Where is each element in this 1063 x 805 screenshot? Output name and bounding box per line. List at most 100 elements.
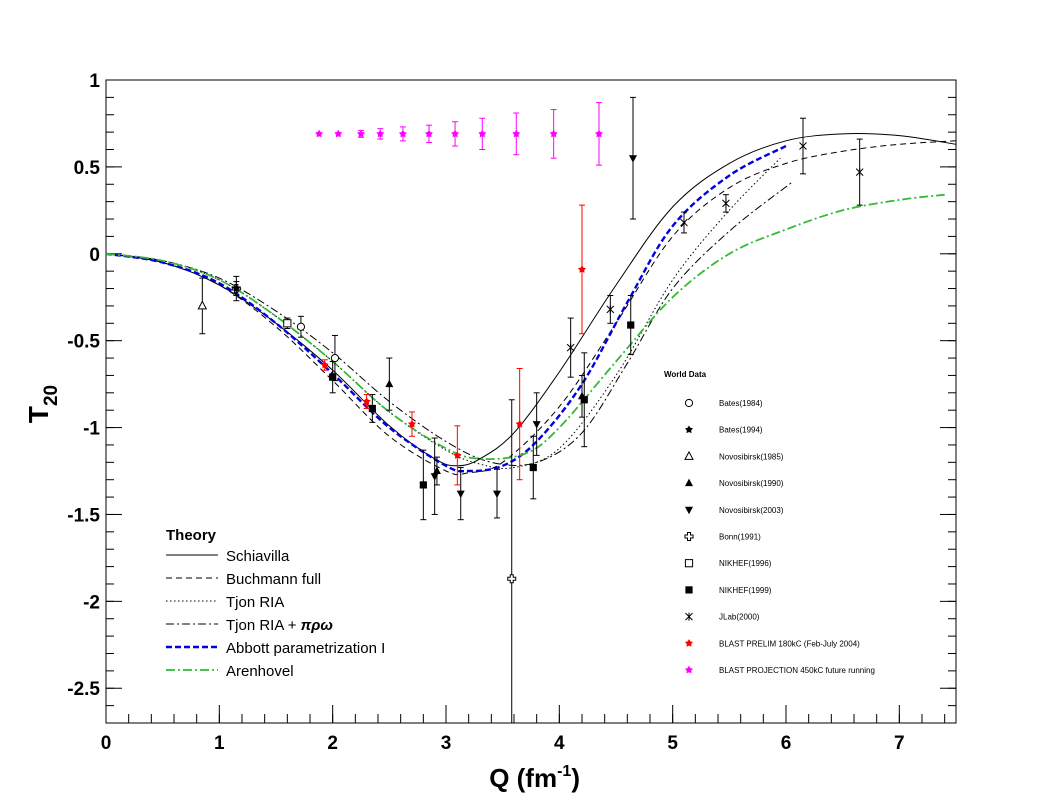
legend-label-arenhovel: Arenhovel — [226, 663, 294, 680]
data-point — [507, 399, 517, 723]
data-point — [512, 112, 521, 156]
world-legend-label: Novosibirsk(1990) — [719, 479, 784, 488]
marker-shape — [685, 612, 693, 621]
data-point-marker — [515, 419, 524, 428]
world-legend-marker — [685, 506, 693, 515]
data-point — [419, 449, 427, 521]
data-point-marker — [722, 199, 730, 208]
data-point-marker — [855, 168, 864, 177]
marker-shape — [432, 466, 441, 475]
marker-shape — [408, 419, 416, 428]
data-point-marker — [507, 574, 517, 584]
data-point — [566, 317, 575, 378]
world-legend-entry: Novosibirsk(2003) — [685, 506, 784, 515]
legend-label-schiavilla: Schiavilla — [226, 548, 290, 565]
y-tick-label: 0.5 — [74, 158, 101, 179]
world-legend-label: BLAST PRELIM 180kC (Feb-July 2004) — [719, 639, 860, 648]
data-point-marker — [566, 343, 575, 352]
data-point — [408, 411, 416, 437]
data-point-marker — [368, 404, 376, 413]
data-point — [549, 109, 558, 159]
data-point — [627, 294, 635, 356]
data-point — [329, 361, 337, 394]
data-point-marker — [232, 284, 241, 292]
curve-abbott-parametrization-i — [105, 144, 787, 473]
marker-shape — [453, 451, 462, 459]
world-legend-entry: BLAST PROJECTION 450kC future running — [685, 665, 875, 675]
legend-label-text: Tjon RIA + — [226, 617, 301, 634]
marker-shape — [507, 574, 517, 584]
marker-shape — [493, 490, 501, 499]
marker-shape — [566, 343, 575, 352]
world-data-legend-entries: Bates(1984) Bates(1994) Novosibirsk(1985) N… — [684, 398, 875, 675]
world-legend-label: Novosibirsk(1985) — [719, 452, 784, 461]
data-point-marker — [315, 129, 324, 138]
data-point-marker — [629, 155, 637, 163]
marker-shape — [368, 404, 376, 413]
data-point-marker — [357, 129, 365, 138]
marker-shape — [855, 168, 864, 177]
data-point — [515, 367, 524, 481]
y-tick-label: 1 — [89, 71, 100, 92]
marker-shape — [283, 319, 292, 328]
world-legend-label: Bates(1984) — [719, 399, 763, 408]
data-point-marker — [425, 129, 433, 138]
data-point — [580, 352, 588, 448]
world-legend-marker — [684, 450, 694, 460]
data-point-marker — [680, 218, 688, 227]
marker-shape — [606, 305, 615, 314]
marker-shape — [685, 665, 693, 674]
legend-label-tjon-ria: Tjon RIA + πρω — [226, 617, 333, 634]
world-legend-entry: NIKHEF(1996) — [684, 559, 772, 568]
x-tick-label: 3 — [441, 733, 452, 754]
theory-legend: Theory Schiavilla Buchmann full Tjon RIA Tj… — [166, 527, 385, 680]
world-legend-entry: BLAST PRELIM 180kC (Feb-July 2004) — [685, 639, 860, 648]
marker-shape — [398, 129, 407, 138]
data-point-marker — [478, 129, 487, 138]
marker-shape — [685, 586, 693, 594]
marker-shape — [799, 142, 807, 151]
x-tick-label: 7 — [894, 733, 905, 754]
y-tick-label: -1.5 — [67, 505, 100, 526]
marker-shape — [357, 129, 365, 138]
x-axis-title-sup: -1 — [557, 763, 571, 780]
plot-frame — [105, 79, 957, 724]
marker-shape — [296, 322, 306, 331]
world-legend-marker — [684, 398, 694, 408]
data-point — [595, 102, 603, 166]
world-legend-entry: Bates(1994) — [685, 425, 763, 435]
marker-shape — [334, 129, 343, 138]
marker-shape — [376, 129, 385, 138]
y-axis-title-main: T — [23, 406, 54, 423]
x-axis-title: Q (fm-1) — [489, 763, 580, 793]
world-legend-entry: Bates(1984) — [684, 398, 763, 408]
curve-schiavilla — [105, 133, 957, 467]
marker-shape — [685, 506, 693, 515]
data-point — [680, 211, 688, 234]
x-axis-title-main: Q (fm — [489, 763, 557, 793]
world-legend-entry: JLab(2000) — [685, 612, 760, 622]
data-point-marker — [362, 397, 371, 405]
data-point — [478, 117, 487, 151]
x-axis-title-close: ) — [571, 763, 580, 793]
x-tick-label: 4 — [554, 733, 565, 754]
world-legend-entry: Novosibirsk(1990) — [685, 478, 784, 488]
data-point — [283, 317, 292, 330]
curve-arenhovel — [105, 193, 945, 460]
data-point-marker — [296, 322, 306, 331]
data-point-marker — [580, 396, 588, 404]
marker-shape — [684, 398, 694, 408]
marker-shape — [232, 284, 241, 292]
marker-shape — [578, 265, 586, 273]
y-axis-title: T20 — [23, 385, 62, 423]
data-point-marker — [451, 129, 460, 138]
data-point — [629, 96, 637, 220]
world-legend-marker — [685, 478, 693, 487]
data-points — [197, 96, 864, 723]
legend-label-abbott-parametrization-i: Abbott parametrization I — [226, 640, 385, 657]
marker-shape — [362, 397, 371, 405]
marker-shape — [456, 490, 465, 499]
data-point-marker — [430, 473, 439, 481]
world-legend-marker — [685, 612, 693, 621]
